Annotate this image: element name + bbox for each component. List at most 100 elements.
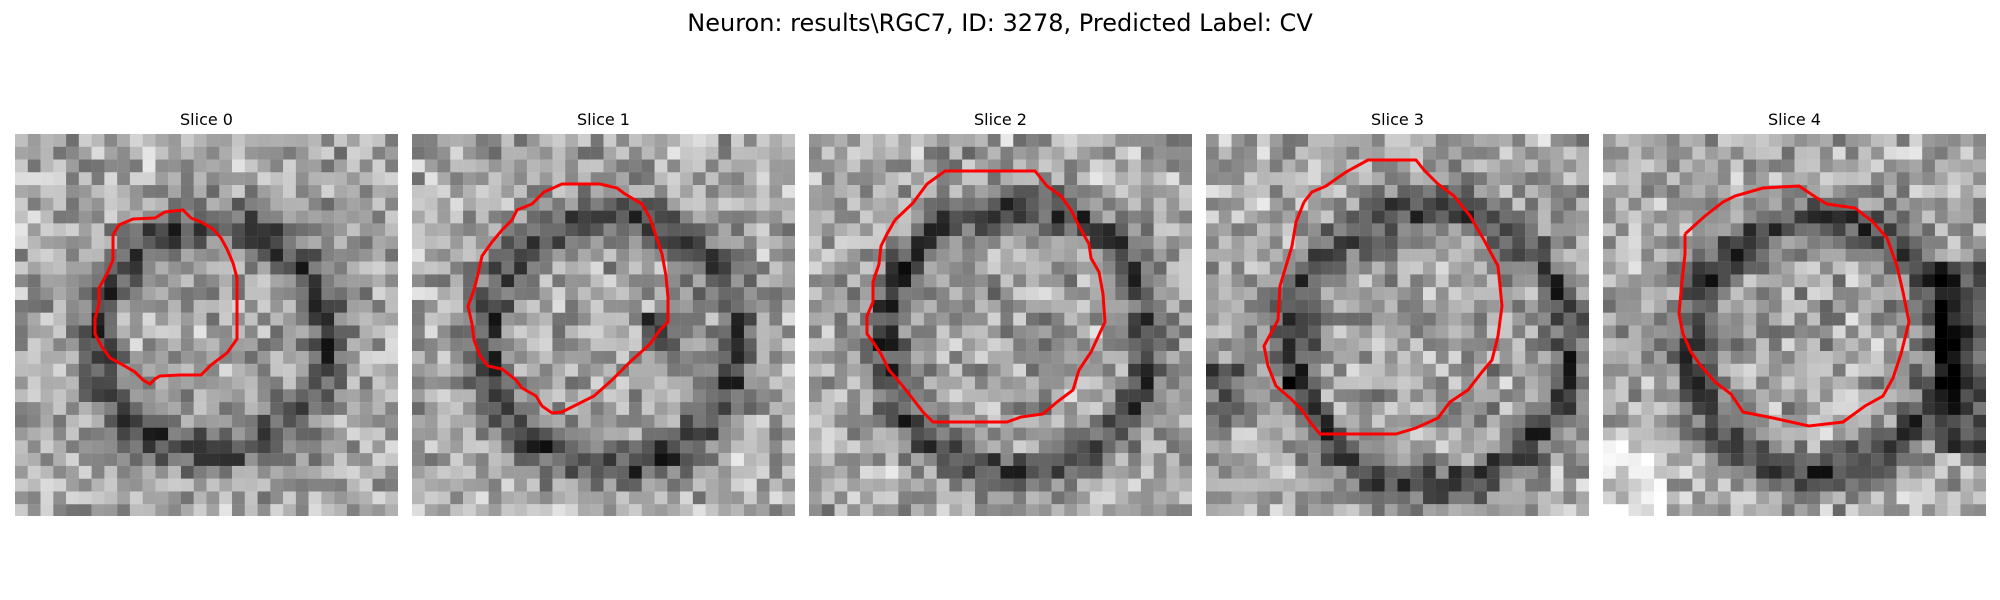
image-pixel (321, 377, 334, 390)
image-pixel (1820, 300, 1833, 313)
image-pixel (898, 134, 911, 147)
image-pixel (1154, 249, 1167, 262)
image-pixel (1321, 491, 1334, 504)
image-pixel (1270, 134, 1283, 147)
image-pixel (283, 274, 296, 287)
image-pixel (642, 249, 655, 262)
image-pixel (1641, 160, 1654, 173)
image-pixel (245, 479, 258, 492)
image-pixel (1179, 389, 1192, 402)
image-pixel (860, 440, 873, 453)
image-pixel (1334, 236, 1347, 249)
image-pixel (1795, 402, 1808, 415)
image-pixel (283, 313, 296, 326)
image-pixel (1449, 313, 1462, 326)
image-pixel (962, 172, 975, 185)
image-pixel (1244, 211, 1257, 224)
image-pixel (270, 249, 283, 262)
image-pixel (1013, 491, 1026, 504)
image-pixel (489, 249, 502, 262)
image-pixel (438, 147, 451, 160)
image-pixel (988, 364, 1001, 377)
image-pixel (1372, 338, 1385, 351)
image-pixel (334, 453, 347, 466)
image-pixel (629, 262, 642, 275)
image-pixel (924, 236, 937, 249)
image-pixel (1960, 300, 1973, 313)
image-pixel (1232, 236, 1245, 249)
image-pixel (334, 338, 347, 351)
image-pixel (578, 415, 591, 428)
image-pixel (1641, 402, 1654, 415)
image-pixel (835, 300, 848, 313)
image-pixel (1064, 300, 1077, 313)
image-pixel (988, 377, 1001, 390)
image-pixel (219, 377, 232, 390)
image-pixel (655, 160, 668, 173)
image-pixel (1654, 364, 1667, 377)
image-pixel (1436, 236, 1449, 249)
image-pixel (718, 466, 731, 479)
image-pixel (1346, 249, 1359, 262)
image-pixel (757, 440, 770, 453)
image-pixel (1641, 428, 1654, 441)
image-pixel (130, 172, 143, 185)
image-pixel (1141, 453, 1154, 466)
image-pixel (79, 440, 92, 453)
image-pixel (1487, 402, 1500, 415)
image-pixel (1474, 147, 1487, 160)
image-pixel (1232, 364, 1245, 377)
image-pixel (1308, 249, 1321, 262)
image-pixel (1563, 479, 1576, 492)
image-pixel (1103, 198, 1116, 211)
image-pixel (66, 223, 79, 236)
image-pixel (1283, 402, 1296, 415)
image-pixel (1128, 377, 1141, 390)
image-pixel (718, 402, 731, 415)
image-pixel (117, 440, 130, 453)
image-pixel (769, 249, 782, 262)
image-pixel (1538, 504, 1551, 516)
image-pixel (757, 300, 770, 313)
image-pixel (988, 326, 1001, 339)
image-pixel (489, 300, 502, 313)
image-pixel (680, 134, 693, 147)
image-pixel (1935, 274, 1948, 287)
image-pixel (219, 364, 232, 377)
image-pixel (219, 172, 232, 185)
image-pixel (886, 453, 899, 466)
image-pixel (1718, 223, 1731, 236)
image-pixel (578, 134, 591, 147)
image-pixel (1897, 185, 1910, 198)
image-pixel (1769, 428, 1782, 441)
image-pixel (309, 300, 322, 313)
image-pixel (1449, 172, 1462, 185)
image-pixel (1461, 147, 1474, 160)
image-pixel (1616, 274, 1629, 287)
image-pixel (1525, 198, 1538, 211)
image-pixel (1283, 377, 1296, 390)
image-pixel (1206, 313, 1219, 326)
image-pixel (1077, 198, 1090, 211)
image-pixel (693, 479, 706, 492)
image-pixel (1141, 274, 1154, 287)
image-pixel (680, 274, 693, 287)
image-pixel (769, 415, 782, 428)
image-pixel (360, 223, 373, 236)
image-pixel (79, 453, 92, 466)
image-pixel (92, 351, 105, 364)
image-pixel (1897, 134, 1910, 147)
image-pixel (1538, 223, 1551, 236)
image-pixel (1538, 313, 1551, 326)
image-pixel (514, 466, 527, 479)
image-pixel (28, 223, 41, 236)
image-pixel (92, 491, 105, 504)
image-pixel (1487, 147, 1500, 160)
image-pixel (988, 249, 1001, 262)
image-pixel (1039, 211, 1052, 224)
image-pixel (1500, 402, 1513, 415)
image-pixel (924, 479, 937, 492)
image-pixel (1474, 134, 1487, 147)
image-pixel (1525, 147, 1538, 160)
image-pixel (1461, 134, 1474, 147)
